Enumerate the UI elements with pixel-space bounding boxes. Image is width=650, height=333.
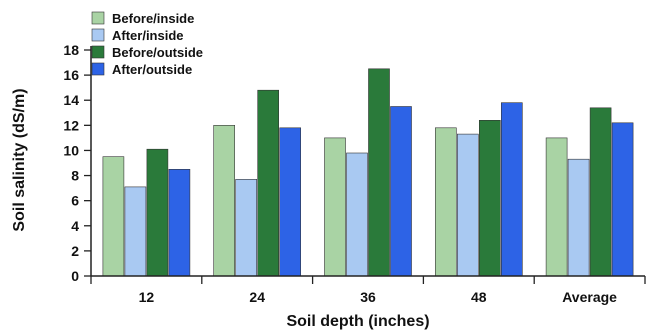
bar-before-inside-average bbox=[545, 137, 568, 277]
y-axis-label: Soil salinity (dS/m) bbox=[11, 88, 28, 231]
y-tick-label: 2 bbox=[71, 243, 79, 259]
bar-after-outside-36 bbox=[390, 106, 412, 277]
bar-after-inside-average bbox=[567, 158, 590, 277]
bar-before-inside-36 bbox=[324, 137, 346, 277]
x-tick-label: 24 bbox=[249, 289, 265, 305]
x-tick-label: 12 bbox=[139, 289, 155, 305]
legend-swatch bbox=[91, 28, 105, 42]
bar-after-outside-24 bbox=[279, 127, 302, 277]
bar-before-outside-48 bbox=[478, 120, 501, 277]
bar-before-inside-24 bbox=[213, 125, 235, 277]
y-tick-label: 4 bbox=[71, 218, 79, 234]
y-tick-label: 6 bbox=[71, 193, 79, 209]
y-tick-label: 14 bbox=[63, 92, 79, 108]
bar-after-inside-36 bbox=[346, 152, 368, 277]
y-tick-label: 12 bbox=[63, 117, 79, 133]
legend: Before/inside After/inside Before/outside A… bbox=[91, 11, 203, 77]
bar-after-outside-48 bbox=[500, 102, 523, 277]
legend-label: After/inside bbox=[112, 28, 184, 43]
bar-after-outside-average bbox=[611, 122, 634, 277]
bar-before-outside-24 bbox=[257, 89, 280, 277]
bar-before-outside-36 bbox=[368, 68, 390, 277]
y-tick-label: 10 bbox=[63, 142, 79, 158]
y-tick-label: 18 bbox=[63, 42, 79, 58]
x-tick-label: Average bbox=[562, 289, 617, 305]
y-tick-label: 8 bbox=[71, 168, 79, 184]
legend-label: Before/outside bbox=[112, 45, 203, 60]
x-tick-label: 48 bbox=[471, 289, 487, 305]
bar-before-outside-12 bbox=[146, 148, 169, 277]
bars-group bbox=[102, 68, 634, 277]
bar-before-outside-average bbox=[589, 107, 612, 277]
bar-after-inside-24 bbox=[235, 179, 257, 277]
legend-swatch bbox=[91, 11, 105, 25]
bar-before-inside-48 bbox=[434, 127, 457, 277]
x-tick-label: 36 bbox=[360, 289, 376, 305]
x-axis-label: Soil depth (inches) bbox=[286, 313, 429, 330]
legend-swatch bbox=[91, 45, 105, 59]
legend-swatch bbox=[91, 62, 105, 76]
y-tick-label: 0 bbox=[71, 268, 79, 284]
bar-after-inside-48 bbox=[456, 133, 479, 277]
bar-before-inside-12 bbox=[102, 156, 125, 277]
legend-label: After/outside bbox=[112, 62, 192, 77]
y-tick-label: 16 bbox=[63, 67, 79, 83]
legend-label: Before/inside bbox=[112, 11, 194, 26]
bar-after-inside-12 bbox=[124, 186, 147, 277]
bar-after-outside-12 bbox=[168, 169, 191, 277]
